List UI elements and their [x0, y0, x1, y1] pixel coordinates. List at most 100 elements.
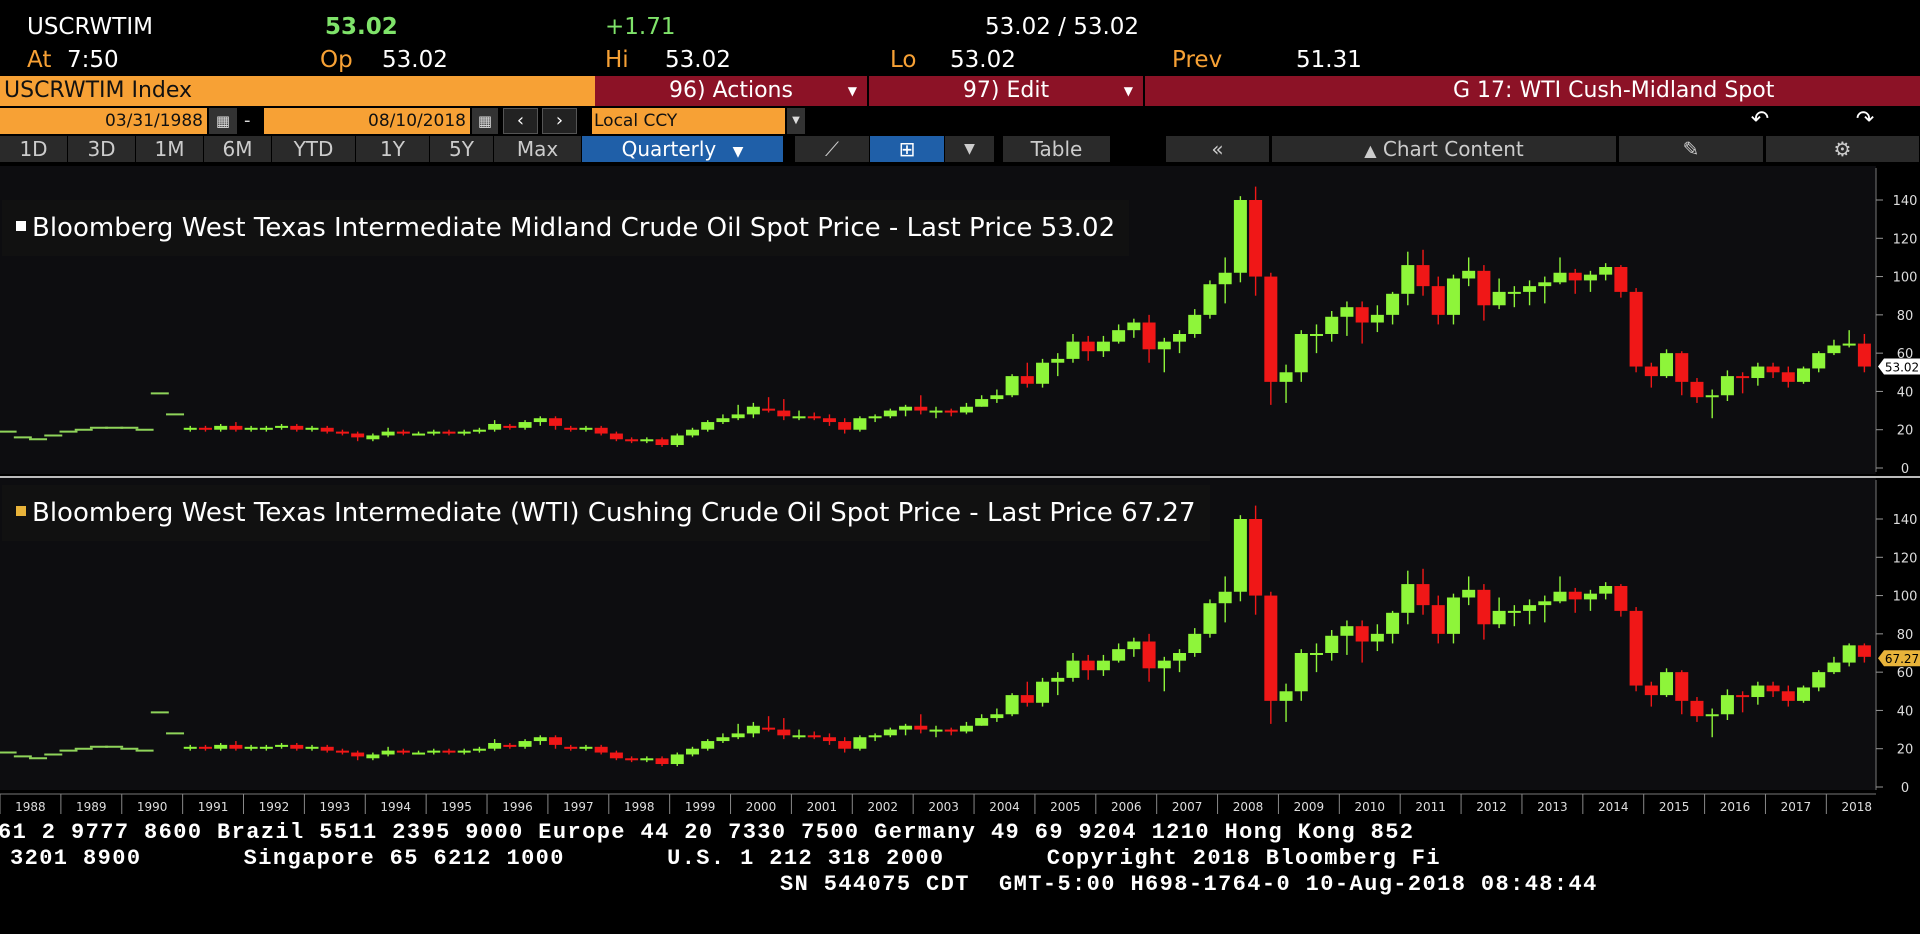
candle-body	[609, 752, 623, 759]
period-max-button[interactable]: Max	[494, 136, 582, 162]
period-1y-button[interactable]: 1Y	[356, 136, 430, 162]
x-tick-label: 2015	[1659, 800, 1690, 814]
y-tick-label: 0	[1901, 781, 1909, 796]
candle-body	[549, 418, 563, 426]
period-5y-button[interactable]: 5Y	[430, 136, 494, 162]
period-1d-button[interactable]: 1D	[0, 136, 68, 162]
frequency-select[interactable]: Quarterly ▼	[582, 136, 784, 162]
last-price-tag	[1878, 650, 1920, 667]
candle-body	[564, 427, 578, 430]
candlestick-icon[interactable]: ⊞	[870, 136, 945, 162]
chart-content-button[interactable]: ▲ Chart Content	[1272, 136, 1617, 162]
candle-body	[488, 423, 502, 430]
currency-select[interactable]: Local CCY	[592, 108, 785, 134]
x-tick-label: 2014	[1598, 800, 1629, 814]
line-chart-icon[interactable]: ⟋	[795, 136, 870, 162]
candle-body	[1766, 366, 1780, 373]
gear-icon[interactable]: ⚙	[1766, 136, 1920, 162]
calendar-icon[interactable]: ▦	[209, 108, 237, 134]
candle-body	[1066, 660, 1080, 678]
candle-body	[1416, 584, 1430, 606]
candle-body	[944, 729, 958, 732]
candle-body	[1279, 691, 1293, 701]
period-1m-button[interactable]: 1M	[136, 136, 204, 162]
candle-body	[868, 416, 882, 419]
candle-body	[1294, 653, 1308, 692]
candle-body	[1812, 672, 1826, 688]
redo-icon[interactable]: ↷	[1815, 108, 1915, 134]
previous-period-button[interactable]: ‹	[503, 108, 538, 134]
period-ytd-button[interactable]: YTD	[272, 136, 356, 162]
candle-body	[1416, 265, 1430, 287]
candle-body	[1051, 358, 1065, 363]
candle-body	[1583, 593, 1597, 600]
chart-type-dropdown-icon[interactable]: ▼	[945, 136, 995, 162]
y-tick-label: 40	[1897, 704, 1914, 719]
candle-body	[685, 748, 699, 755]
last-price: 53.02	[325, 14, 398, 40]
period-6m-button[interactable]: 6M	[204, 136, 272, 162]
candle-body	[762, 727, 776, 730]
candle-body	[990, 714, 1004, 719]
chevron-down-icon[interactable]: ▼	[787, 108, 805, 134]
candle-body	[1827, 345, 1841, 354]
edit-menu-button[interactable]: 97) Edit ▼	[869, 76, 1143, 106]
start-date-field[interactable]: 03/31/1988	[0, 108, 207, 134]
low-label: Lo	[890, 47, 917, 73]
x-tick-label: 2005	[1050, 800, 1081, 814]
undo-icon[interactable]: ↶	[1710, 108, 1810, 134]
candle-body	[1446, 597, 1460, 634]
candle-body	[457, 431, 471, 434]
candle-body	[1538, 601, 1552, 606]
legend-panel-2: Bloomberg West Texas Intermediate (WTI) …	[2, 485, 1210, 541]
candle-body	[1507, 291, 1521, 294]
candle-body	[1507, 610, 1521, 613]
candle-body	[807, 416, 821, 419]
candle-body	[944, 410, 958, 413]
candle-body	[442, 431, 456, 434]
candle-body	[1096, 660, 1110, 671]
next-period-button[interactable]: ›	[542, 108, 577, 134]
x-tick-label: 1995	[441, 800, 472, 814]
candle-body	[1538, 282, 1552, 287]
legend-swatch-white	[16, 220, 26, 231]
candle-body	[822, 418, 836, 423]
candle-body	[1218, 591, 1232, 604]
candle-body	[1431, 286, 1445, 315]
security-index-label[interactable]: USCRWTIM Index	[0, 76, 595, 106]
candle-body	[320, 746, 334, 751]
x-tick-label: 1989	[76, 800, 107, 814]
y-tick-label: 20	[1897, 424, 1914, 439]
annotate-icon[interactable]: ✎	[1619, 136, 1764, 162]
period-3d-button[interactable]: 3D	[68, 136, 136, 162]
candle-body	[1751, 366, 1765, 379]
candle-body	[1675, 353, 1689, 382]
legend-series-1: Bloomberg West Texas Intermediate Midlan…	[32, 213, 1033, 243]
candle-body	[579, 746, 593, 749]
x-tick-label: 1990	[137, 800, 168, 814]
candle-body	[1492, 291, 1506, 306]
candle-body	[655, 439, 669, 446]
collapse-icon[interactable]: «	[1166, 136, 1270, 162]
candle-body	[244, 427, 258, 430]
candle-body	[701, 741, 715, 749]
candle-body	[1568, 272, 1582, 281]
candle-body	[1781, 691, 1795, 701]
x-tick-label: 2004	[989, 800, 1020, 814]
candle-body	[899, 725, 913, 730]
candle-body	[1112, 649, 1126, 661]
candle-body	[1401, 265, 1415, 294]
candle-body	[275, 744, 289, 747]
legend-swatch-gold	[16, 505, 26, 516]
frequency-label: Quarterly	[621, 137, 717, 161]
calendar-icon[interactable]: ▦	[472, 108, 498, 134]
price-change: +1.71	[605, 14, 676, 40]
x-tick-label: 2011	[1415, 800, 1446, 814]
candle-body	[914, 406, 928, 411]
end-date-field[interactable]: 08/10/2018	[264, 108, 470, 134]
candle-body	[853, 418, 867, 430]
table-button[interactable]: Table	[1003, 136, 1111, 162]
actions-menu-button[interactable]: 96) Actions ▼	[595, 76, 867, 106]
y-tick-label: 100	[1893, 590, 1918, 605]
candle-body	[1309, 334, 1323, 336]
